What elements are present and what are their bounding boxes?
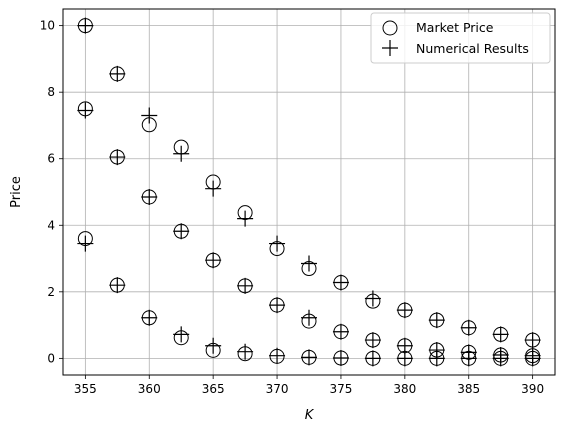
x-tick-label: 370	[266, 382, 289, 396]
x-tick-label: 375	[329, 382, 352, 396]
numerical-result-point	[237, 277, 254, 294]
numerical-result-point	[173, 326, 190, 343]
y-tick-label: 6	[47, 152, 55, 166]
numerical-result-point	[205, 337, 222, 354]
numerical-result-point	[77, 235, 94, 252]
numerical-result-point	[364, 350, 381, 367]
numerical-result-point	[109, 149, 126, 166]
numerical-result-point	[141, 309, 158, 326]
numerical-result-point	[269, 235, 286, 252]
numerical-result-point	[77, 102, 94, 119]
numerical-result-point	[109, 65, 126, 82]
numerical-result-point	[269, 347, 286, 364]
x-tick-label: 380	[393, 382, 416, 396]
legend: Market Price Numerical Results	[370, 12, 551, 64]
numerical-result-point	[332, 274, 349, 291]
numerical-result-point	[492, 326, 509, 343]
numerical-result-point	[109, 277, 126, 294]
numerical-result-point	[492, 350, 509, 367]
numerical-result-point	[237, 343, 254, 360]
numerical-result-point	[332, 323, 349, 340]
x-tick-label: 360	[138, 382, 161, 396]
numerical-result-point	[173, 145, 190, 162]
numerical-result-point	[301, 309, 317, 326]
legend-label-numerical-results: Numerical Results	[416, 41, 529, 56]
numerical-result-point	[301, 255, 317, 272]
numerical-result-point	[524, 350, 541, 367]
numerical-result-point	[205, 180, 222, 197]
data-points	[77, 17, 541, 367]
x-tick-label: 365	[202, 382, 225, 396]
legend-box	[370, 12, 551, 64]
numerical-result-point	[205, 252, 222, 269]
legend-marker-plus-icon	[382, 40, 398, 56]
numerical-result-point	[428, 312, 445, 329]
x-axis-label: K	[305, 408, 315, 423]
axis-ticks: 355 360 365 370 375 380 385 390 0 2 4 6 8 10	[40, 19, 544, 396]
numerical-result-point	[460, 319, 477, 336]
numerical-result-point	[173, 223, 190, 240]
y-tick-label: 4	[47, 218, 55, 232]
y-axis-label: Price	[9, 176, 24, 208]
numerical-result-point	[77, 17, 94, 34]
numerical-result-point	[396, 302, 413, 319]
legend-label-market-price: Market Price	[416, 20, 494, 35]
y-tick-label: 0	[47, 351, 55, 365]
y-tick-label: 2	[47, 285, 55, 299]
numerical-result-point	[396, 350, 413, 367]
x-tick-label: 385	[457, 382, 480, 396]
numerical-result-point	[141, 188, 158, 205]
numerical-result-point	[237, 210, 254, 227]
x-tick-label: 390	[521, 382, 544, 396]
numerical-result-point	[364, 332, 381, 349]
numerical-result-point	[332, 350, 349, 367]
numerical-result-point	[460, 350, 477, 367]
numerical-result-point	[269, 297, 286, 314]
y-tick-label: 10	[40, 19, 55, 33]
numerical-result-point	[364, 290, 381, 307]
y-tick-label: 8	[47, 85, 55, 99]
numerical-result-point	[301, 349, 317, 366]
numerical-result-point	[141, 107, 158, 124]
plot-frame	[62, 8, 556, 376]
numerical-result-point	[428, 350, 445, 367]
legend-marker-circle-icon	[382, 20, 398, 36]
x-tick-label: 355	[74, 382, 97, 396]
numerical-result-point	[524, 332, 541, 349]
